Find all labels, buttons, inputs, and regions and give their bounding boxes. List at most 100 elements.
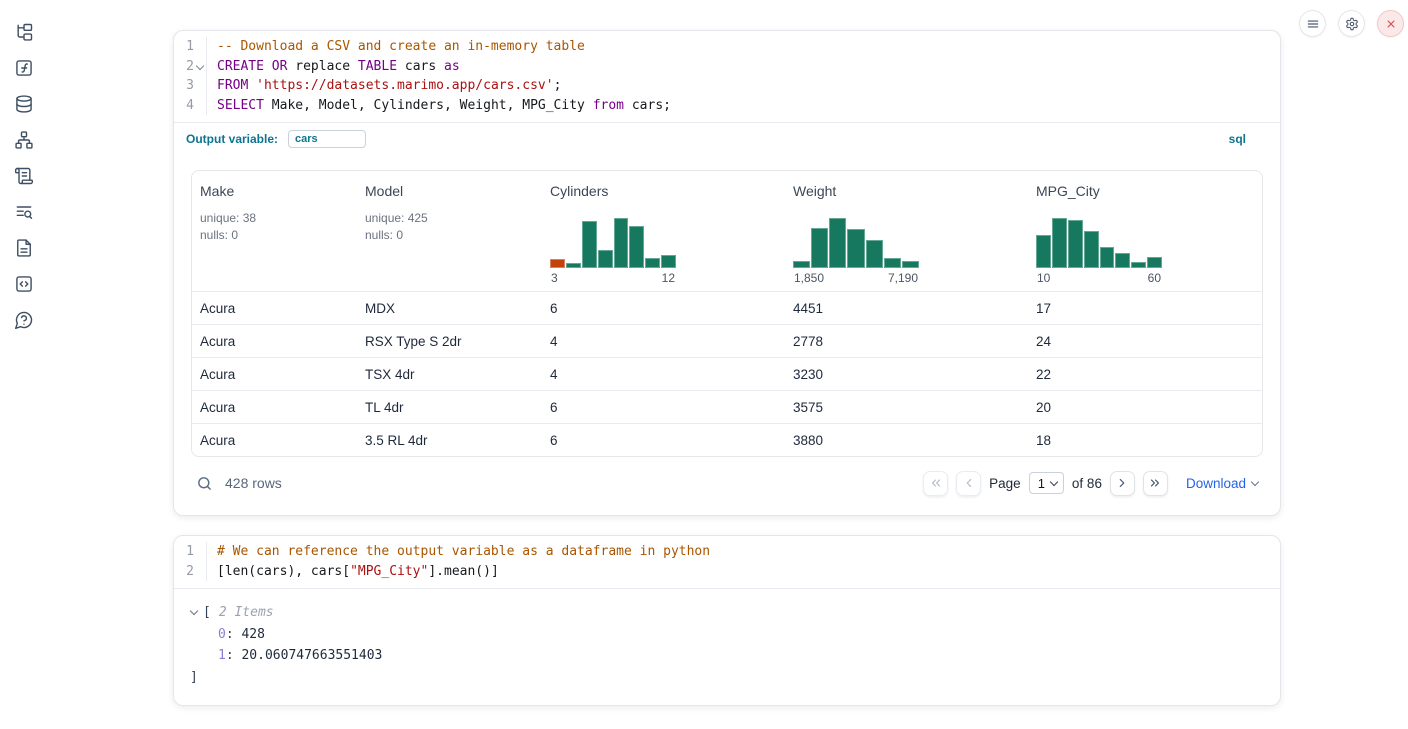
fold-toggle-icon[interactable] (194, 57, 207, 77)
histogram-axis-labels: 312 (550, 271, 676, 285)
axis-max-label: 7,190 (888, 271, 918, 285)
sidebar-item-files[interactable] (14, 22, 34, 42)
fold-gutter (194, 76, 207, 96)
download-button[interactable]: Download (1186, 476, 1258, 491)
sidebar-item-logs[interactable] (14, 166, 34, 186)
histogram-bar (1131, 262, 1146, 268)
chevrons-right-icon (1148, 476, 1162, 490)
download-label: Download (1186, 476, 1246, 491)
code-token: "MPG_City" (350, 564, 428, 579)
close-bracket: ] (190, 667, 1264, 689)
shutdown-button[interactable] (1377, 10, 1404, 37)
next-page-button[interactable] (1110, 471, 1135, 496)
column-header-weight[interactable]: Weight 1,8507,190 (785, 171, 1028, 291)
chevron-down-icon[interactable] (190, 607, 198, 615)
column-histogram: 1,8507,190 (793, 218, 919, 285)
code-line: 3FROM 'https://datasets.marimo.app/cars.… (174, 76, 1280, 96)
sidebar-item-dependencies[interactable] (14, 130, 34, 150)
python-code-editor[interactable]: 1# We can reference the output variable … (174, 536, 1280, 588)
code-text: -- Download a CSV and create an in-memor… (207, 37, 585, 57)
output-variable-row: Output variable: sql (174, 122, 1280, 155)
column-header-mpg_city[interactable]: MPG_City1060 (1028, 171, 1262, 291)
histogram-bar (884, 258, 901, 268)
settings-button[interactable] (1338, 10, 1365, 37)
last-page-button[interactable] (1143, 471, 1168, 496)
chevron-left-icon (962, 476, 976, 490)
table-footer: 428 rows Page 1 of 86 Download (191, 464, 1263, 502)
table-row[interactable]: AcuraTSX 4dr4323022 (192, 357, 1262, 390)
fold-gutter (194, 562, 207, 582)
code-token: TABLE (358, 59, 397, 74)
sidebar-item-data-sources[interactable] (14, 94, 34, 114)
histogram-bar (866, 240, 883, 268)
code-token: [len(cars), cars[ (217, 564, 350, 579)
table-cell: 18 (1028, 433, 1262, 448)
histogram-bar (1084, 231, 1099, 268)
histogram-bar (811, 228, 828, 268)
column-name: Weight (793, 183, 1020, 199)
menu-button[interactable] (1299, 10, 1326, 37)
sidebar-item-snippets[interactable] (14, 274, 34, 294)
sql-cell-output: Makeunique: 38nulls: 0Modelunique: 425nu… (174, 155, 1280, 515)
histogram-bar (793, 261, 810, 268)
search-button[interactable] (196, 475, 213, 492)
chevron-down-icon (1251, 477, 1259, 485)
page-select[interactable]: 1 (1029, 472, 1064, 494)
output-variable-input[interactable] (288, 130, 366, 148)
column-header-make[interactable]: Makeunique: 38nulls: 0 (192, 171, 357, 291)
histogram-bar (1147, 257, 1162, 268)
column-histogram: 1060 (1036, 218, 1162, 285)
pagination: Page 1 of 86 Download (923, 471, 1258, 496)
code-line: 2[len(cars), cars["MPG_City"].mean()] (174, 562, 1280, 582)
table-row[interactable]: AcuraRSX Type S 2dr4277824 (192, 324, 1262, 357)
file-tree-icon (14, 22, 34, 42)
axis-max-label: 12 (662, 271, 675, 285)
code-token: Make, Model, Cylinders, Weight, MPG_City (264, 98, 593, 113)
table-cell: 6 (542, 400, 785, 415)
column-stats: unique: 425nulls: 0 (365, 210, 534, 243)
close-icon (1384, 17, 1398, 31)
table-header: Makeunique: 38nulls: 0Modelunique: 425nu… (192, 171, 1262, 291)
histogram-axis-labels: 1,8507,190 (793, 271, 919, 285)
column-header-model[interactable]: Modelunique: 425nulls: 0 (357, 171, 542, 291)
table-row[interactable]: AcuraTL 4dr6357520 (192, 390, 1262, 423)
sidebar-item-help[interactable] (14, 310, 34, 330)
code-token: # We can reference the output variable a… (217, 544, 710, 559)
code-text: # We can reference the output variable a… (207, 542, 710, 562)
items-count-label: 2 Items (219, 602, 274, 624)
search-icon (196, 475, 213, 492)
table-cell: MDX (357, 301, 542, 316)
file-text-icon (14, 238, 34, 258)
database-icon (14, 94, 34, 114)
page-total-label: of 86 (1072, 476, 1102, 491)
table-cell: 20 (1028, 400, 1262, 415)
histogram-bar (566, 263, 581, 268)
list-search-icon (14, 202, 34, 222)
sidebar-item-tracing[interactable] (14, 202, 34, 222)
python-cell: 1# We can reference the output variable … (173, 535, 1281, 706)
first-page-button[interactable] (923, 471, 948, 496)
histogram-bars (793, 218, 919, 268)
code-token: replace (287, 59, 357, 74)
histogram-bar (661, 255, 676, 268)
prev-page-button[interactable] (956, 471, 981, 496)
table-row[interactable]: AcuraMDX6445117 (192, 291, 1262, 324)
language-badge[interactable]: sql (1229, 132, 1246, 146)
histogram-bar (550, 259, 565, 268)
code-token: 'https://datasets.marimo.app/cars.csv' (256, 78, 553, 93)
histogram-bar (1100, 247, 1115, 268)
scroll-icon (14, 166, 34, 186)
fold-gutter (194, 96, 207, 116)
table-row[interactable]: Acura3.5 RL 4dr6388018 (192, 423, 1262, 456)
table-cell: Acura (192, 334, 357, 349)
chevron-right-icon (1115, 476, 1129, 490)
code-square-icon (14, 274, 34, 294)
column-header-cylinders[interactable]: Cylinders312 (542, 171, 785, 291)
code-token: ].mean()] (428, 564, 498, 579)
sidebar-item-documentation[interactable] (14, 238, 34, 258)
histogram-bar (645, 258, 660, 268)
sql-code-editor[interactable]: 1-- Download a CSV and create an in-memo… (174, 31, 1280, 122)
page-label: Page (989, 476, 1021, 491)
code-token: from (593, 98, 624, 113)
sidebar-item-variables[interactable] (14, 58, 34, 78)
